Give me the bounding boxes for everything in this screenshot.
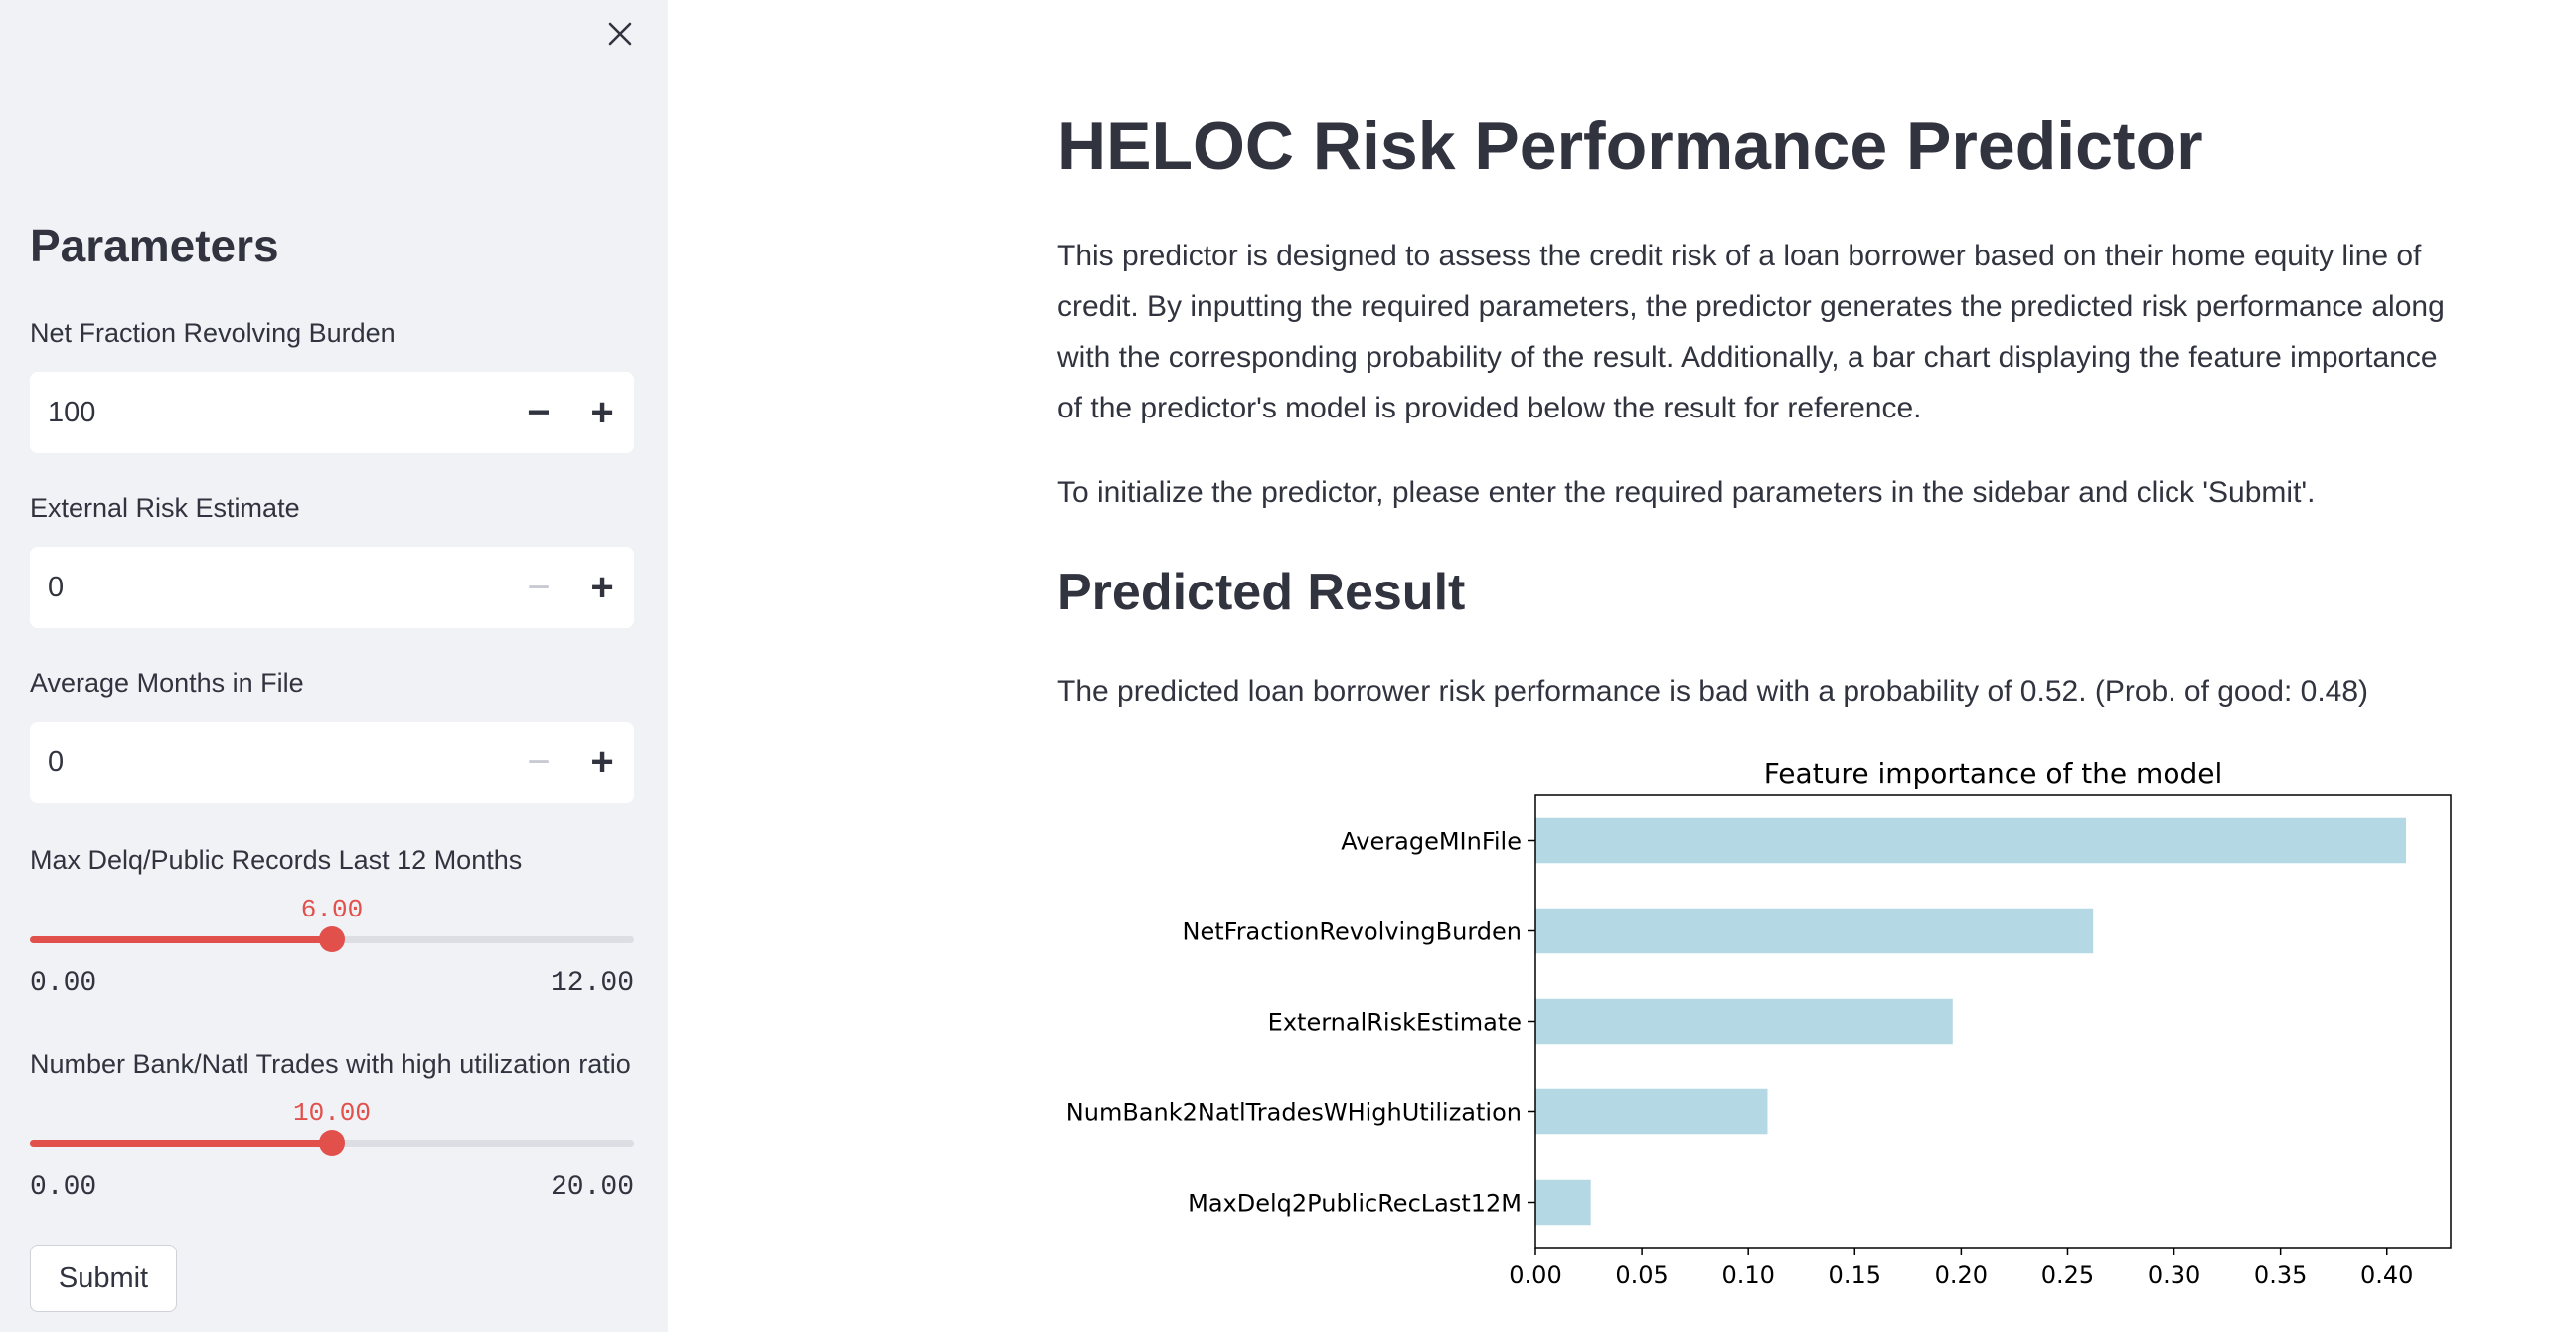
average-months-in-file-input[interactable]: 0 − + bbox=[30, 722, 634, 803]
y-tick-label: ExternalRiskEstimate bbox=[1268, 1009, 1522, 1037]
bar-ExternalRiskEstimate bbox=[1535, 998, 1953, 1045]
bar-NetFractionRevolvingBurden bbox=[1535, 908, 2094, 954]
increment-button[interactable]: + bbox=[590, 565, 614, 609]
plot-frame bbox=[1534, 794, 2452, 1249]
y-tick-label: NetFractionRevolvingBurden bbox=[1183, 918, 1523, 946]
decrement-button[interactable]: − bbox=[527, 740, 551, 784]
bar-AverageMInFile bbox=[1535, 817, 2407, 864]
y-tick-label: NumBank2NatlTradesWHighUtilization bbox=[1066, 1099, 1522, 1127]
slider-track-fill bbox=[30, 936, 332, 943]
slider-min: 0.00 bbox=[30, 1172, 97, 1203]
close-sidebar-button[interactable] bbox=[600, 14, 640, 54]
x-tick-label: 0.20 bbox=[1935, 1261, 1988, 1289]
y-tick-label: AverageMInFile bbox=[1341, 828, 1522, 856]
sidebar-title: Parameters bbox=[30, 220, 279, 271]
x-tick-label: 0.05 bbox=[1615, 1261, 1668, 1289]
x-tick-label: 0.10 bbox=[1721, 1261, 1774, 1289]
slider-max: 12.00 bbox=[550, 968, 634, 999]
net-fraction-revolving-burden-value[interactable]: 100 bbox=[48, 396, 96, 428]
slider-track[interactable] bbox=[30, 926, 634, 952]
x-tick-label: 0.30 bbox=[2148, 1261, 2200, 1289]
average-months-in-file-label: Average Months in File bbox=[30, 668, 304, 698]
result-text: The predicted loan borrower risk perform… bbox=[1057, 675, 2369, 708]
submit-button[interactable]: Submit bbox=[30, 1245, 177, 1312]
max-delq-label: Max Delq/Public Records Last 12 Months bbox=[30, 845, 523, 875]
bank-natl-trades-slider[interactable]: 10.00 0.00 20.00 bbox=[30, 1098, 634, 1208]
external-risk-estimate-value[interactable]: 0 bbox=[48, 571, 65, 603]
average-months-in-file-value[interactable]: 0 bbox=[48, 746, 65, 778]
decrement-button[interactable]: − bbox=[527, 565, 551, 609]
sidebar: Parameters Net Fraction Revolving Burden… bbox=[0, 0, 668, 1332]
x-tick-label: 0.00 bbox=[1509, 1261, 1561, 1289]
instructions-text: To initialize the predictor, please ente… bbox=[1057, 476, 2316, 509]
bar-MaxDelq2PublicRecLast12M bbox=[1535, 1179, 1591, 1226]
chart-title: Feature importance of the model bbox=[1764, 757, 2223, 790]
slider-value: 6.00 bbox=[300, 895, 364, 924]
increment-button[interactable]: + bbox=[590, 390, 614, 434]
external-risk-estimate-label: External Risk Estimate bbox=[30, 493, 300, 523]
slider-track-fill bbox=[30, 1140, 332, 1147]
x-tick-label: 0.25 bbox=[2041, 1261, 2094, 1289]
feature-importance-chart-svg: Feature importance of the model AverageMI… bbox=[1066, 757, 2452, 1289]
increment-button[interactable]: + bbox=[590, 740, 614, 784]
bank-natl-trades-label: Number Bank/Natl Trades with high utiliz… bbox=[30, 1049, 631, 1079]
feature-importance-chart: Feature importance of the model AverageMI… bbox=[1057, 746, 2469, 1307]
decrement-button[interactable]: − bbox=[527, 390, 551, 434]
net-fraction-revolving-burden-label: Net Fraction Revolving Burden bbox=[30, 318, 396, 348]
slider-track[interactable] bbox=[30, 1130, 634, 1156]
slider-thumb[interactable] bbox=[319, 1130, 345, 1156]
description-text: This predictor is designed to assess the… bbox=[1057, 240, 2445, 424]
slider-max: 20.00 bbox=[550, 1172, 634, 1203]
page-title: HELOC Risk Performance Predictor bbox=[1057, 108, 2203, 184]
x-tick-label: 0.40 bbox=[2360, 1261, 2413, 1289]
external-risk-estimate-input[interactable]: 0 − + bbox=[30, 547, 634, 628]
bar-NumBank2NatlTradesWHighUtilization bbox=[1535, 1088, 1768, 1135]
slider-min: 0.00 bbox=[30, 968, 97, 999]
slider-thumb[interactable] bbox=[319, 926, 345, 952]
x-tick-label: 0.35 bbox=[2254, 1261, 2307, 1289]
max-delq-slider[interactable]: 6.00 0.00 12.00 bbox=[30, 895, 634, 1004]
x-tick-label: 0.15 bbox=[1829, 1261, 1881, 1289]
net-fraction-revolving-burden-input[interactable]: 100 − + bbox=[30, 372, 634, 453]
close-icon bbox=[608, 22, 632, 46]
result-heading: Predicted Result bbox=[1057, 564, 1466, 621]
slider-value: 10.00 bbox=[292, 1098, 372, 1128]
y-tick-label: MaxDelq2PublicRecLast12M bbox=[1188, 1190, 1522, 1218]
